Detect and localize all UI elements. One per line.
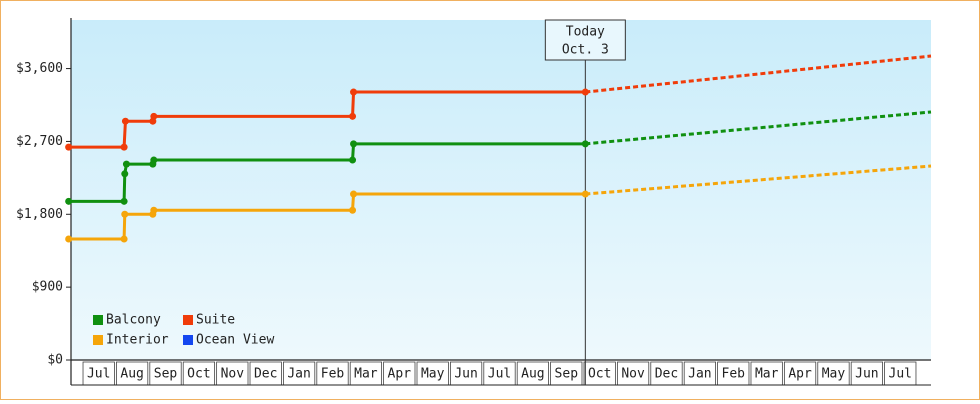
today-label: Oct. 3 — [562, 43, 609, 58]
x-tick-label: Jul — [889, 367, 912, 382]
x-tick-label: Sep — [154, 367, 178, 382]
x-tick-label: Sep — [555, 367, 579, 382]
legend-label: Balcony — [106, 313, 161, 328]
x-tick-label: May — [421, 367, 445, 382]
x-tick-label: Jan — [287, 367, 310, 382]
x-tick-label: Oct — [588, 367, 611, 382]
x-tick-label: Aug — [521, 367, 544, 382]
x-tick-label: Nov — [221, 367, 245, 382]
point — [120, 197, 128, 205]
y-tick-label: $0 — [47, 353, 63, 368]
y-tick-label: $1,800 — [16, 207, 63, 222]
point — [150, 112, 158, 120]
point — [120, 143, 128, 151]
y-tick-label: $3,600 — [16, 61, 63, 76]
point — [121, 170, 129, 178]
legend-swatch — [183, 335, 193, 345]
projection-line — [585, 110, 932, 146]
point — [349, 156, 357, 164]
today-box — [544, 19, 626, 61]
x-tick-label: Oct — [187, 367, 210, 382]
x-tick-label: Jan — [688, 367, 711, 382]
point — [349, 206, 357, 214]
today-label: Today — [566, 25, 605, 40]
point — [122, 160, 130, 168]
legend-label: Interior — [106, 333, 169, 348]
x-tick-label: Apr — [788, 367, 812, 382]
point — [65, 235, 73, 243]
projection-line — [585, 164, 932, 196]
x-tick-label: Dec — [655, 367, 678, 382]
x-tick-label: Jul — [488, 367, 511, 382]
point — [349, 112, 357, 120]
plot-area — [71, 20, 931, 360]
x-tick-label: Jun — [855, 367, 878, 382]
point — [65, 143, 73, 151]
x-tick-label: Apr — [388, 367, 412, 382]
y-tick-label: $2,700 — [16, 134, 63, 149]
point — [150, 206, 158, 214]
legend-label: Suite — [196, 313, 235, 328]
x-tick-label: Feb — [321, 367, 345, 382]
x-tick-label: Mar — [354, 367, 378, 382]
legend-swatch — [183, 315, 193, 325]
x-tick-label: Mar — [755, 367, 779, 382]
point — [121, 117, 129, 125]
point — [350, 88, 358, 96]
x-tick-label: Jun — [454, 367, 477, 382]
x-tick-label: Aug — [120, 367, 143, 382]
legend-label: Ocean View — [196, 333, 274, 348]
x-tick-label: May — [822, 367, 846, 382]
point — [150, 156, 158, 164]
x-tick-label: Nov — [621, 367, 645, 382]
legend-swatch — [93, 315, 103, 325]
projection-line — [585, 54, 932, 94]
x-tick-label: Feb — [722, 367, 746, 382]
point — [121, 210, 129, 218]
x-tick-label: Dec — [254, 367, 277, 382]
point — [65, 197, 73, 205]
point — [120, 235, 128, 243]
legend-swatch — [93, 335, 103, 345]
x-tick-label: Jul — [87, 367, 110, 382]
point — [350, 140, 358, 148]
point — [350, 190, 358, 198]
y-tick-label: $900 — [32, 280, 63, 295]
